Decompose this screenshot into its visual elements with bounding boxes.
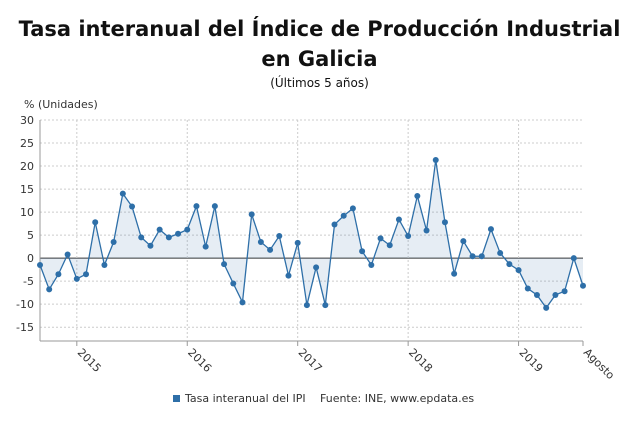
point bbox=[460, 238, 467, 245]
point bbox=[64, 251, 71, 258]
point bbox=[432, 157, 439, 164]
point bbox=[552, 291, 559, 298]
area bbox=[40, 160, 583, 308]
point bbox=[368, 262, 375, 269]
x-tick-label: Agosto bbox=[581, 346, 617, 382]
point bbox=[377, 235, 384, 242]
point bbox=[322, 302, 329, 309]
point bbox=[441, 219, 448, 226]
y-axis-label: % (Unidades) bbox=[24, 98, 98, 111]
point bbox=[101, 262, 108, 269]
y-tick-label: 0 bbox=[27, 252, 34, 265]
point bbox=[543, 304, 550, 311]
y-tick-label: -10 bbox=[16, 298, 34, 311]
point bbox=[119, 190, 126, 197]
point bbox=[506, 261, 513, 268]
point bbox=[359, 248, 366, 255]
point bbox=[515, 267, 522, 274]
point bbox=[561, 288, 568, 295]
point bbox=[55, 271, 62, 278]
point bbox=[313, 264, 320, 271]
point bbox=[221, 261, 228, 268]
point bbox=[487, 226, 494, 233]
point bbox=[37, 262, 43, 269]
x-tick-label: 2019 bbox=[516, 346, 545, 375]
point bbox=[303, 302, 310, 309]
point bbox=[175, 230, 182, 237]
point bbox=[349, 205, 356, 212]
y-tick-label: 20 bbox=[20, 160, 34, 173]
point bbox=[267, 246, 274, 253]
point bbox=[423, 227, 430, 234]
point bbox=[285, 272, 292, 279]
point bbox=[478, 253, 485, 260]
point bbox=[138, 234, 145, 241]
y-tick-label: 25 bbox=[20, 137, 34, 150]
point bbox=[580, 282, 586, 289]
point bbox=[570, 255, 577, 262]
point bbox=[239, 299, 246, 306]
point bbox=[202, 243, 209, 250]
point bbox=[331, 221, 338, 228]
x-tick-label: 2016 bbox=[185, 346, 214, 375]
point bbox=[414, 192, 421, 199]
point bbox=[340, 212, 347, 219]
y-tick-label: 30 bbox=[20, 114, 34, 127]
point bbox=[211, 203, 218, 210]
y-tick-label: 15 bbox=[20, 183, 34, 196]
y-tick-label: -15 bbox=[16, 321, 34, 334]
point bbox=[193, 203, 200, 210]
y-tick-label: 10 bbox=[20, 206, 34, 219]
point bbox=[294, 239, 301, 246]
point bbox=[469, 253, 476, 260]
y-tick-label: 5 bbox=[27, 229, 34, 242]
point bbox=[451, 270, 458, 277]
point bbox=[73, 275, 80, 282]
point bbox=[156, 226, 163, 233]
point bbox=[276, 233, 283, 240]
point bbox=[533, 291, 540, 298]
point bbox=[395, 216, 402, 223]
point bbox=[92, 219, 99, 226]
point bbox=[524, 285, 531, 292]
point bbox=[129, 203, 136, 210]
point bbox=[257, 239, 264, 246]
point bbox=[230, 280, 237, 287]
point bbox=[110, 239, 117, 246]
point bbox=[46, 286, 53, 293]
chart-title: Tasa interanual del Índice de Producción… bbox=[18, 17, 621, 71]
point bbox=[386, 242, 393, 249]
x-tick-label: 2018 bbox=[406, 346, 435, 375]
point bbox=[497, 250, 504, 257]
legend-swatch bbox=[173, 395, 180, 402]
legend-label: Tasa interanual del IPI bbox=[184, 392, 306, 405]
chart-subtitle: (Últimos 5 años) bbox=[270, 76, 369, 90]
source: Fuente: INE, www.epdata.es bbox=[320, 392, 474, 405]
point bbox=[165, 234, 172, 241]
point bbox=[248, 211, 255, 218]
point bbox=[83, 271, 90, 278]
point bbox=[405, 233, 412, 240]
x-tick-label: 2015 bbox=[75, 346, 104, 375]
x-tick-label: 2017 bbox=[296, 346, 325, 375]
y-tick-label: -5 bbox=[23, 275, 34, 288]
point bbox=[184, 226, 191, 233]
point bbox=[147, 242, 154, 249]
